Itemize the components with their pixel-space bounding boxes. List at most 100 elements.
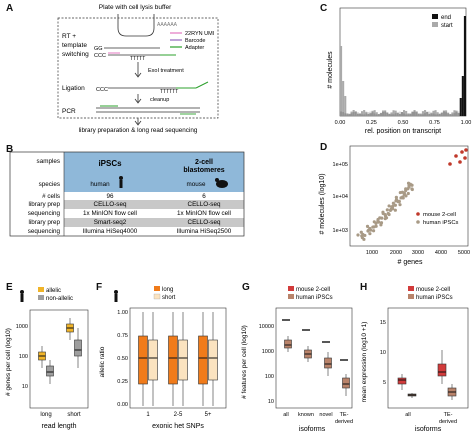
panel-d-chart: # molecules (log10) 1e+05 1e+04 1e+03 10… [319, 145, 470, 266]
c-bar-end [447, 113, 450, 116]
panel-f-letter: F [96, 282, 103, 293]
h-legend-mouse-swatch [408, 286, 414, 291]
c-bar-end [346, 114, 349, 116]
c-bar-end [430, 112, 433, 116]
d-point-human [397, 200, 401, 204]
e-legend-allelic-swatch [38, 287, 44, 292]
d-ytick-1e4: 1e+04 [333, 194, 348, 200]
d-point-human [383, 217, 387, 221]
panel-a-letter: A [6, 3, 14, 14]
c-bar-end [348, 114, 351, 116]
e-ytick-10: 10 [22, 384, 28, 390]
cleanup-label: cleanup [150, 97, 169, 103]
f-ylabel: allelic ratio [99, 346, 106, 377]
polyT2-label: TTTTTT [160, 89, 178, 95]
c-legend-end-swatch [432, 14, 438, 19]
ccc2-label: CCC [96, 87, 108, 93]
species-human: human [90, 181, 110, 188]
col-ipscs: iPSCs [98, 159, 122, 168]
c-bar-start [440, 112, 443, 116]
f-legend-short-swatch [153, 293, 161, 300]
row-samples: samples [37, 158, 60, 165]
d-legend-mouse-swatch [416, 212, 420, 216]
c-bar-end [377, 114, 380, 116]
c-bar-start [400, 111, 403, 116]
c-bar-start [428, 113, 431, 116]
c-bar-end [424, 113, 427, 116]
panel-b-letter: B [6, 144, 14, 155]
f-short-2-box [208, 339, 218, 381]
d-point-human [393, 208, 397, 212]
c-bar-end [411, 111, 414, 116]
f-long-0-box [138, 335, 148, 385]
g-xtick-known: known [298, 412, 314, 418]
c-bar-start [354, 111, 357, 116]
d-point-human [402, 191, 406, 195]
c-bar-start [434, 110, 437, 116]
h-legend-human-swatch [408, 294, 414, 299]
c-bar-start [413, 110, 416, 116]
panel-h-chart: mouse 2-cell human iPSCs mean expression… [361, 286, 469, 433]
lib1-blast: CELLO-seq [188, 201, 221, 208]
c-bar-start [449, 113, 452, 116]
c-bar-start [457, 113, 460, 116]
d-ytick-1e3: 1e+03 [333, 228, 348, 234]
c-bar-start [390, 112, 393, 116]
c-bar-end [388, 113, 391, 116]
h-xtick-te-1: TE- [444, 412, 453, 418]
c-bar-start [436, 112, 439, 116]
d-point-human [406, 191, 410, 196]
row-species: species [39, 181, 60, 188]
g-ytick-10000: 10000 [259, 324, 274, 330]
panel-a-diagram: Plate with cell lysis buffer AAAAAA RT +… [57, 4, 219, 134]
row-seq1: sequencing [28, 210, 61, 217]
h-xtick-te-2: derived [439, 419, 457, 425]
c-legend-end: end [441, 15, 451, 21]
c-bar-end [403, 113, 406, 116]
legend-umi: 22RYN UMI [185, 31, 215, 37]
c-bar-end [449, 114, 452, 116]
d-point-human [380, 216, 384, 220]
c-bar-end [342, 112, 345, 116]
d-point-human [377, 220, 381, 224]
c-xtick: 0.25 [366, 120, 377, 126]
f-legend-short: short [162, 295, 176, 301]
panel-g-letter: G [242, 282, 250, 293]
c-bar-end [463, 16, 466, 116]
e-xlabel: read length [41, 423, 76, 430]
c-bar-start [371, 110, 374, 116]
c-bar-start [421, 111, 424, 116]
row-seq2: sequencing [28, 228, 61, 235]
c-bar-start [344, 96, 347, 116]
ccc-label: CCC [94, 53, 106, 59]
step-rt: RT + [62, 33, 76, 40]
panel-e-letter: E [6, 282, 13, 293]
f-ytick-1: 1.00 [117, 310, 128, 316]
d-point-human [404, 194, 408, 198]
seq2-ipsc: Illumina HiSeq4000 [83, 228, 138, 235]
f-xtick-5p: 5+ [205, 412, 212, 418]
step-pcr: PCR [62, 108, 76, 115]
c-bar-end [396, 111, 399, 116]
f-ytick-050: 0.50 [117, 356, 128, 362]
row-libprep2: library prep [29, 219, 61, 226]
c-bar-start [377, 113, 380, 116]
c-bar-end [434, 114, 437, 116]
c-legend-start-swatch [432, 22, 438, 27]
h-ytick-10: 10 [380, 350, 386, 356]
c-bar-start [394, 110, 397, 116]
c-bar-start [365, 111, 368, 116]
c-bar-start [426, 111, 429, 116]
col-blast-2: blastomeres [183, 167, 224, 174]
c-bar-start [358, 113, 361, 116]
c-bar-end [375, 114, 378, 116]
c-bar-end [438, 113, 441, 116]
c-bar-end [457, 111, 460, 116]
c-bar-start [367, 113, 370, 116]
c-bar-end [440, 111, 443, 116]
c-bar-start [415, 111, 418, 116]
d-scatter [356, 148, 468, 241]
d-point-human [366, 229, 370, 233]
g-xtick-te-2: derived [335, 419, 353, 425]
f-legend-long-swatch [154, 286, 160, 291]
